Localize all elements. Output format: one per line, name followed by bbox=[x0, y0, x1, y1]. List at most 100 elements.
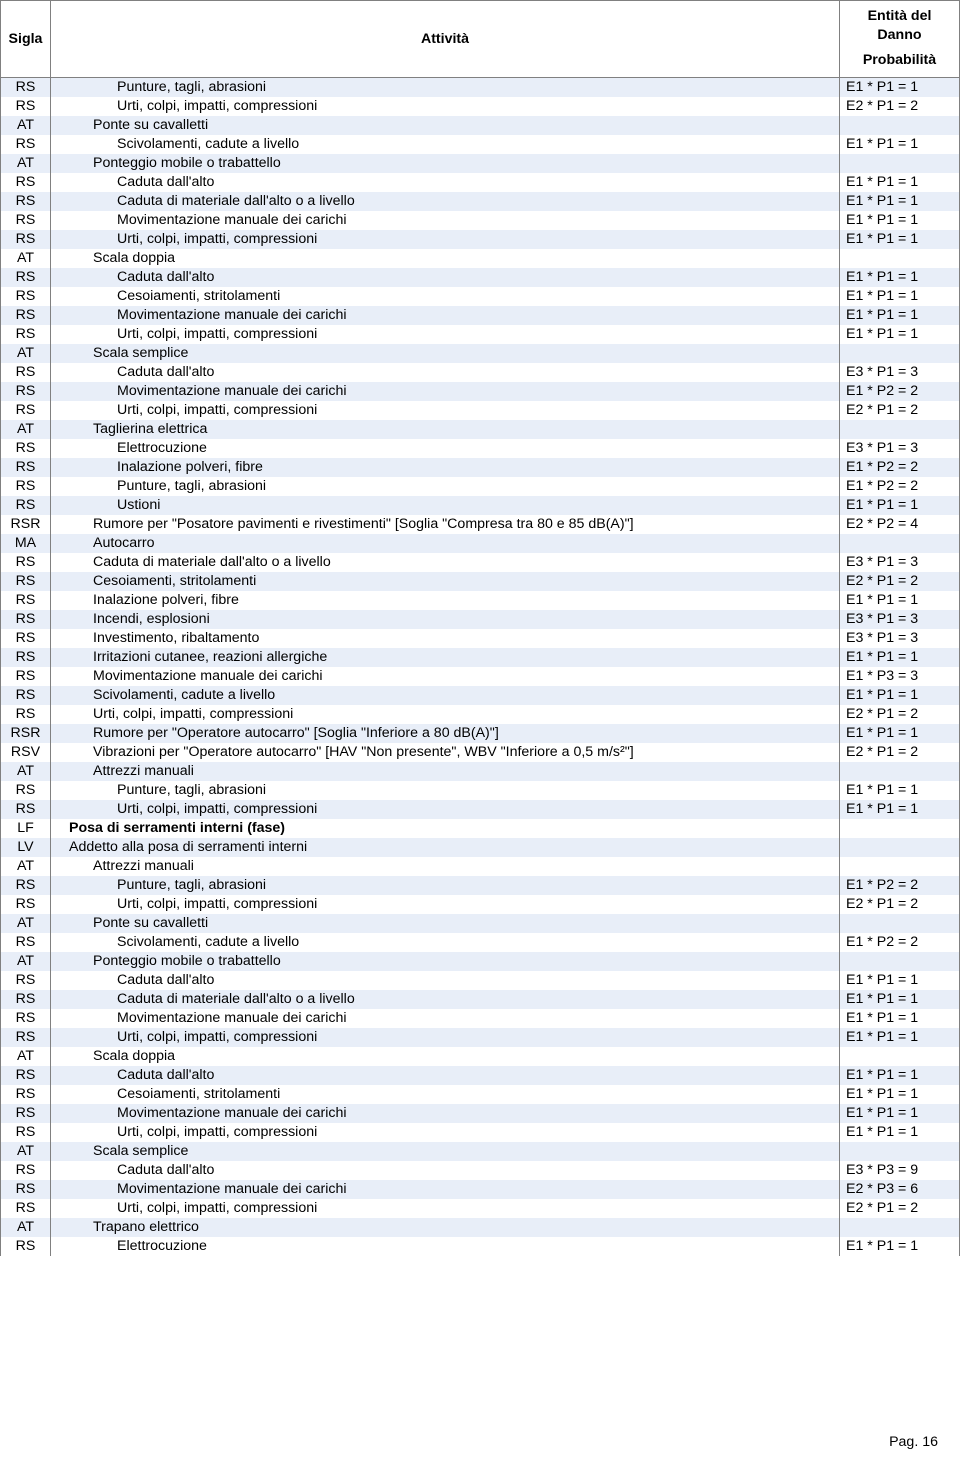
cell-entita: E2 * P3 = 6 bbox=[840, 1180, 960, 1199]
cell-entita: E1 * P1 = 1 bbox=[840, 192, 960, 211]
cell-attivita: Urti, colpi, impatti, compressioni bbox=[51, 800, 840, 819]
table-row: RSInvestimento, ribaltamentoE3 * P1 = 3 bbox=[1, 629, 960, 648]
cell-sigla: AT bbox=[1, 1142, 51, 1161]
cell-attivita: Scala semplice bbox=[51, 1142, 840, 1161]
cell-attivita: Scivolamenti, cadute a livello bbox=[51, 135, 840, 154]
table-row: ATPonteggio mobile o trabattello bbox=[1, 154, 960, 173]
cell-entita: E1 * P2 = 2 bbox=[840, 876, 960, 895]
page-footer: Pag. 16 bbox=[889, 1434, 938, 1450]
cell-sigla: AT bbox=[1, 762, 51, 781]
table-row: RSScivolamenti, cadute a livelloE1 * P2 … bbox=[1, 933, 960, 952]
table-row: RSCaduta dall'altoE1 * P1 = 1 bbox=[1, 1066, 960, 1085]
table-row: RSRRumore per "Posatore pavimenti e rive… bbox=[1, 515, 960, 534]
table-row: ATAttrezzi manuali bbox=[1, 762, 960, 781]
cell-sigla: AT bbox=[1, 116, 51, 135]
cell-sigla: AT bbox=[1, 154, 51, 173]
table-row: RSUrti, colpi, impatti, compressioniE2 *… bbox=[1, 1199, 960, 1218]
table-row: RSUstioniE1 * P1 = 1 bbox=[1, 496, 960, 515]
cell-attivita: Caduta dall'alto bbox=[51, 1161, 840, 1180]
cell-attivita: Cesoiamenti, stritolamenti bbox=[51, 572, 840, 591]
table-row: RSUrti, colpi, impatti, compressioniE1 *… bbox=[1, 1028, 960, 1047]
cell-attivita: Caduta di materiale dall'alto o a livell… bbox=[51, 192, 840, 211]
table-row: RSUrti, colpi, impatti, compressioniE2 *… bbox=[1, 705, 960, 724]
cell-entita: E1 * P1 = 1 bbox=[840, 268, 960, 287]
cell-attivita: Cesoiamenti, stritolamenti bbox=[51, 1085, 840, 1104]
cell-attivita: Ponte su cavalletti bbox=[51, 914, 840, 933]
table-row: RSUrti, colpi, impatti, compressioniE2 *… bbox=[1, 97, 960, 116]
cell-entita: E2 * P1 = 2 bbox=[840, 895, 960, 914]
page-container: { "header": { "col1": "Sigla", "col2": "… bbox=[0, 0, 960, 1462]
cell-entita: E1 * P1 = 1 bbox=[840, 800, 960, 819]
cell-entita: E1 * P2 = 2 bbox=[840, 477, 960, 496]
header-entita: Entità del Danno Probabilità bbox=[840, 1, 960, 78]
header-entita-line2: Danno bbox=[877, 27, 921, 43]
cell-attivita: Movimentazione manuale dei carichi bbox=[51, 211, 840, 230]
cell-entita: E3 * P1 = 3 bbox=[840, 553, 960, 572]
cell-sigla: RS bbox=[1, 591, 51, 610]
cell-sigla: RS bbox=[1, 1237, 51, 1256]
table-row: RSCesoiamenti, stritolamentiE1 * P1 = 1 bbox=[1, 1085, 960, 1104]
cell-sigla: AT bbox=[1, 1047, 51, 1066]
cell-sigla: RS bbox=[1, 876, 51, 895]
header-sigla: Sigla bbox=[1, 1, 51, 78]
table-row: RSPunture, tagli, abrasioniE1 * P2 = 2 bbox=[1, 477, 960, 496]
cell-attivita: Punture, tagli, abrasioni bbox=[51, 876, 840, 895]
cell-sigla: RS bbox=[1, 1009, 51, 1028]
cell-attivita: Urti, colpi, impatti, compressioni bbox=[51, 97, 840, 116]
cell-attivita: Inalazione polveri, fibre bbox=[51, 458, 840, 477]
cell-attivita: Scivolamenti, cadute a livello bbox=[51, 686, 840, 705]
cell-entita: E2 * P1 = 2 bbox=[840, 401, 960, 420]
cell-entita: E1 * P1 = 1 bbox=[840, 496, 960, 515]
cell-entita bbox=[840, 952, 960, 971]
cell-entita: E3 * P3 = 9 bbox=[840, 1161, 960, 1180]
cell-attivita: Scala doppia bbox=[51, 249, 840, 268]
cell-entita: E3 * P1 = 3 bbox=[840, 439, 960, 458]
table-row: RSElettrocuzioneE1 * P1 = 1 bbox=[1, 1237, 960, 1256]
cell-entita: E2 * P1 = 2 bbox=[840, 705, 960, 724]
table-row: RSMovimentazione manuale dei carichiE1 *… bbox=[1, 1009, 960, 1028]
cell-entita bbox=[840, 857, 960, 876]
cell-entita bbox=[840, 534, 960, 553]
cell-sigla: RSR bbox=[1, 515, 51, 534]
table-row: RSUrti, colpi, impatti, compressioniE1 *… bbox=[1, 325, 960, 344]
cell-attivita: Trapano elettrico bbox=[51, 1218, 840, 1237]
table-row: LVAddetto alla posa di serramenti intern… bbox=[1, 838, 960, 857]
header-entita-line3: Probabilità bbox=[863, 51, 936, 70]
table-row: RSCesoiamenti, stritolamentiE2 * P1 = 2 bbox=[1, 572, 960, 591]
cell-entita bbox=[840, 154, 960, 173]
cell-entita: E2 * P1 = 2 bbox=[840, 743, 960, 762]
cell-sigla: RS bbox=[1, 667, 51, 686]
risk-table: Sigla Attività Entità del Danno Probabil… bbox=[0, 0, 960, 1256]
cell-attivita: Posa di serramenti interni (fase) bbox=[51, 819, 840, 838]
cell-entita: E1 * P1 = 1 bbox=[840, 325, 960, 344]
cell-attivita: Movimentazione manuale dei carichi bbox=[51, 1104, 840, 1123]
cell-sigla: RSR bbox=[1, 724, 51, 743]
cell-entita: E1 * P1 = 1 bbox=[840, 1009, 960, 1028]
cell-entita: E1 * P1 = 1 bbox=[840, 1066, 960, 1085]
cell-entita bbox=[840, 762, 960, 781]
cell-attivita: Irritazioni cutanee, reazioni allergiche bbox=[51, 648, 840, 667]
cell-attivita: Caduta dall'alto bbox=[51, 268, 840, 287]
table-row: RSMovimentazione manuale dei carichiE1 *… bbox=[1, 382, 960, 401]
cell-sigla: RS bbox=[1, 1199, 51, 1218]
cell-entita: E1 * P3 = 3 bbox=[840, 667, 960, 686]
cell-attivita: Caduta dall'alto bbox=[51, 173, 840, 192]
cell-sigla: RS bbox=[1, 553, 51, 572]
table-row: RSCaduta dall'altoE3 * P3 = 9 bbox=[1, 1161, 960, 1180]
cell-entita bbox=[840, 819, 960, 838]
table-row: RSCaduta di materiale dall'alto o a live… bbox=[1, 553, 960, 572]
table-row: ATScala semplice bbox=[1, 1142, 960, 1161]
cell-entita bbox=[840, 914, 960, 933]
cell-entita bbox=[840, 1142, 960, 1161]
cell-attivita: Punture, tagli, abrasioni bbox=[51, 781, 840, 800]
table-row: ATPonteggio mobile o trabattello bbox=[1, 952, 960, 971]
header-entita-line1: Entità del bbox=[868, 8, 932, 24]
cell-sigla: RS bbox=[1, 971, 51, 990]
table-row: MAAutocarro bbox=[1, 534, 960, 553]
cell-entita: E1 * P2 = 2 bbox=[840, 458, 960, 477]
cell-attivita: Urti, colpi, impatti, compressioni bbox=[51, 325, 840, 344]
cell-attivita: Incendi, esplosioni bbox=[51, 610, 840, 629]
cell-entita bbox=[840, 344, 960, 363]
cell-sigla: RS bbox=[1, 97, 51, 116]
cell-sigla: RS bbox=[1, 1028, 51, 1047]
